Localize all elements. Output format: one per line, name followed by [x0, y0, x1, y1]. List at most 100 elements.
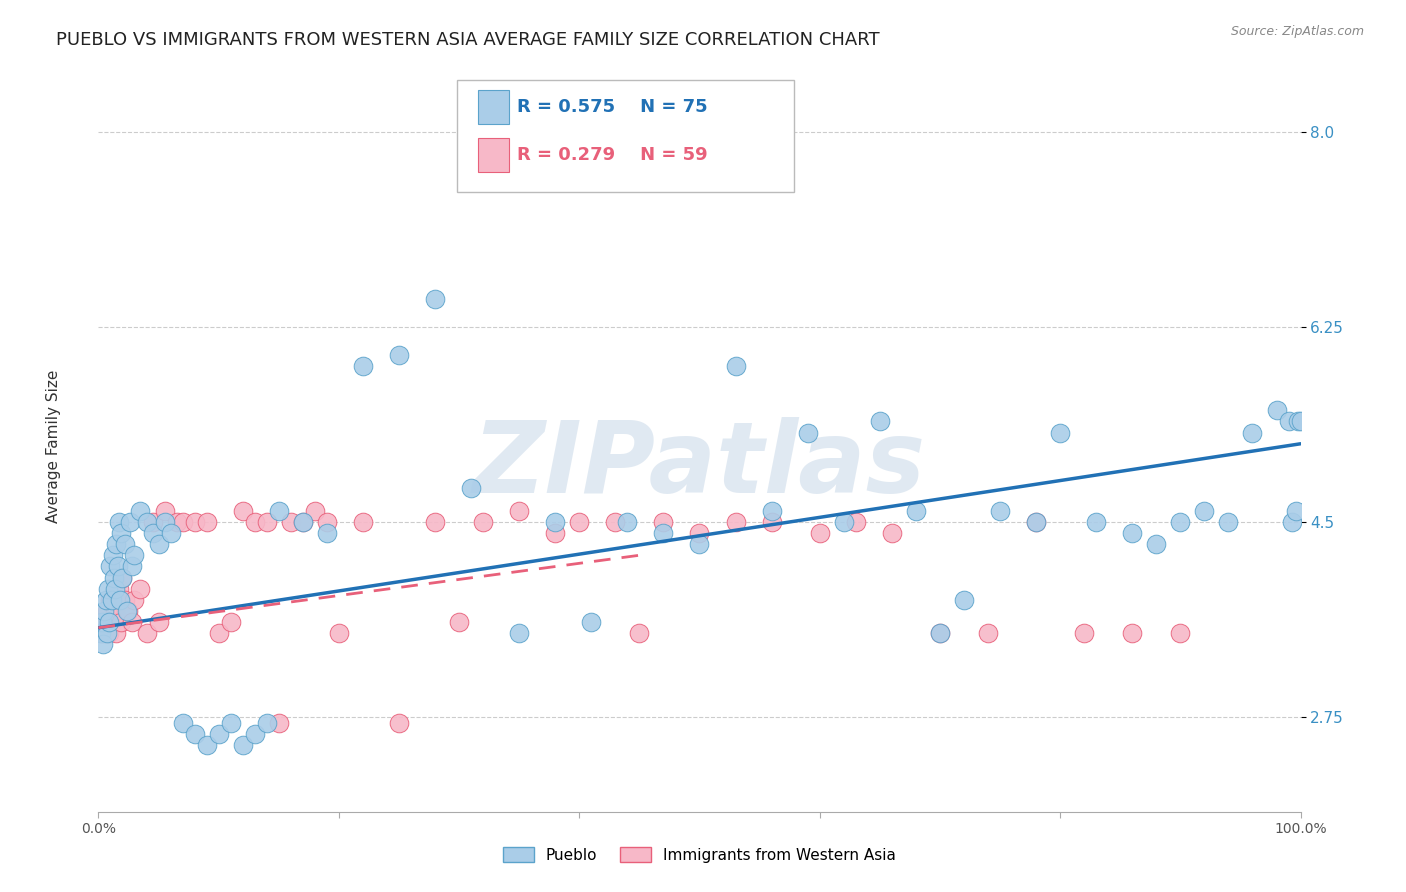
Point [96, 604, 118, 618]
Point [232, 503, 254, 517]
Point [108, 515, 131, 529]
Point [104, 604, 127, 618]
Point [141, 515, 163, 529]
Point [108, 592, 131, 607]
Point [869, 414, 891, 428]
Point [977, 626, 1000, 640]
Point [101, 615, 124, 630]
Point [928, 626, 950, 640]
Point [291, 515, 314, 529]
Point [90, 626, 112, 640]
Text: Average Family Size: Average Family Size [46, 369, 60, 523]
Point [100, 592, 122, 607]
Point [1289, 414, 1312, 428]
Point [1285, 503, 1308, 517]
Point [423, 515, 446, 529]
Point [328, 626, 350, 640]
Point [159, 526, 181, 541]
Point [166, 515, 188, 529]
Point [96, 626, 118, 640]
Point [544, 515, 567, 529]
Point [904, 503, 927, 517]
Point [114, 537, 136, 551]
Point [568, 515, 591, 529]
Point [111, 571, 134, 585]
Point [100, 592, 122, 607]
Point [153, 503, 176, 517]
Point [1241, 425, 1264, 440]
Point [352, 359, 374, 373]
Point [291, 515, 314, 529]
Point [304, 503, 326, 517]
Point [315, 515, 337, 529]
Point [315, 526, 337, 541]
Point [953, 592, 976, 607]
Point [91, 638, 114, 652]
Point [1170, 626, 1192, 640]
Point [256, 515, 278, 529]
Point [172, 715, 194, 730]
Point [1281, 515, 1303, 529]
Point [544, 526, 567, 541]
Point [1218, 515, 1240, 529]
Point [447, 615, 470, 630]
Point [1194, 503, 1216, 517]
Point [724, 515, 747, 529]
Point [508, 626, 530, 640]
Point [135, 515, 157, 529]
Point [1170, 515, 1192, 529]
Point [208, 626, 231, 640]
Point [91, 615, 114, 630]
Point [98, 615, 121, 630]
Point [183, 726, 205, 740]
Point [243, 515, 266, 529]
Text: PUEBLO VS IMMIGRANTS FROM WESTERN ASIA AVERAGE FAMILY SIZE CORRELATION CHART: PUEBLO VS IMMIGRANTS FROM WESTERN ASIA A… [56, 31, 880, 49]
Point [101, 548, 124, 563]
Point [1121, 526, 1143, 541]
Point [208, 726, 231, 740]
Point [121, 615, 143, 630]
Point [94, 592, 117, 607]
Point [616, 515, 638, 529]
Point [688, 537, 710, 551]
Point [832, 515, 855, 529]
Point [1049, 425, 1071, 440]
Point [107, 559, 129, 574]
Point [688, 526, 710, 541]
Point [423, 292, 446, 306]
Point [652, 526, 675, 541]
Point [928, 626, 950, 640]
Point [219, 615, 242, 630]
Point [352, 515, 374, 529]
Point [172, 515, 194, 529]
Point [1025, 515, 1047, 529]
Point [98, 626, 121, 640]
Point [605, 515, 627, 529]
Text: R = 0.279    N = 59: R = 0.279 N = 59 [517, 146, 709, 164]
Point [1085, 515, 1108, 529]
Point [105, 537, 128, 551]
Point [388, 715, 411, 730]
Point [110, 526, 132, 541]
Point [472, 515, 495, 529]
Point [153, 515, 176, 529]
Point [988, 503, 1011, 517]
Point [108, 582, 131, 596]
Point [628, 626, 651, 640]
Point [117, 604, 139, 618]
Text: R = 0.575    N = 75: R = 0.575 N = 75 [517, 98, 709, 116]
Text: Source: ZipAtlas.com: Source: ZipAtlas.com [1230, 25, 1364, 38]
Point [141, 526, 163, 541]
Point [111, 571, 134, 585]
Point [121, 559, 143, 574]
Point [97, 582, 120, 596]
Point [1277, 414, 1299, 428]
Point [93, 626, 115, 640]
Point [267, 503, 290, 517]
Point [267, 715, 290, 730]
Point [724, 359, 747, 373]
Point [1073, 626, 1095, 640]
Point [232, 738, 254, 752]
Point [91, 615, 114, 630]
Point [1025, 515, 1047, 529]
